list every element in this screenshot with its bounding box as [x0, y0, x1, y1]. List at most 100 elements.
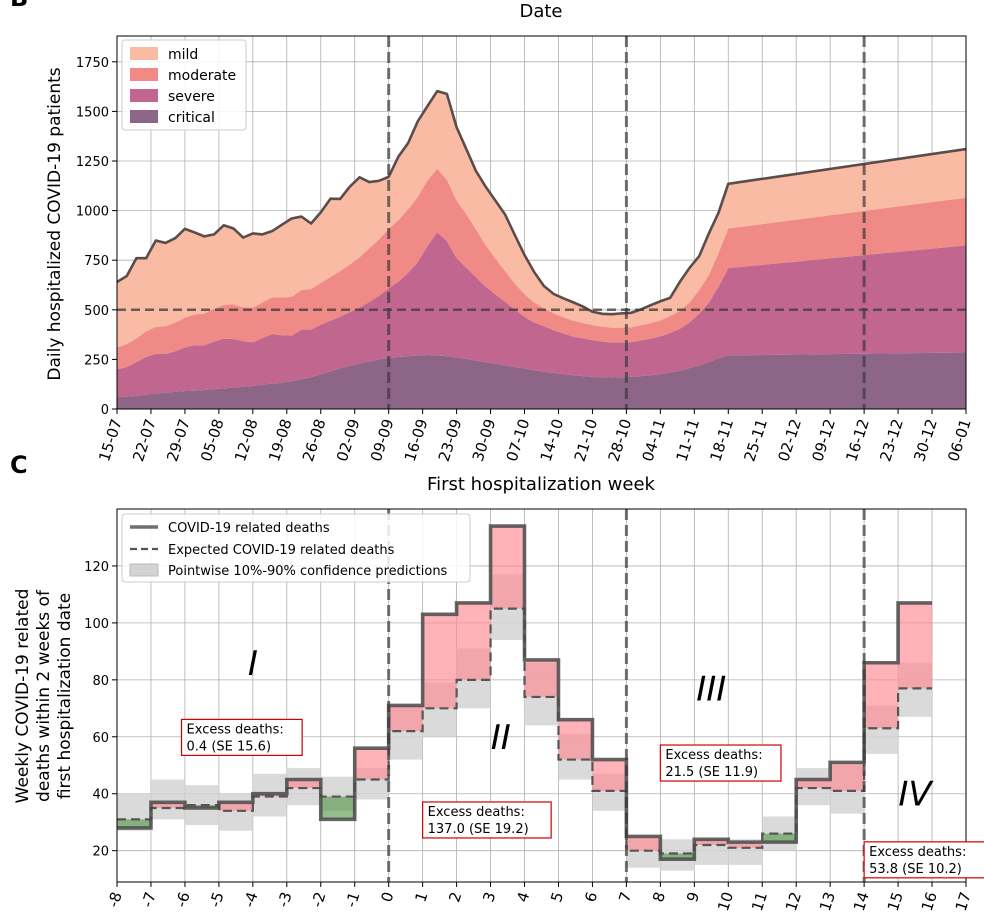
excess-deaths-box [180, 718, 303, 756]
y-tick-label: 750 [84, 254, 109, 269]
x-tick-label: 12-08 [231, 417, 262, 464]
x-tick-label: -1 [342, 890, 364, 910]
panel-b-legend-frame [121, 39, 247, 131]
x-tick-label: -5 [206, 890, 228, 910]
y-tick-label: 0 [101, 403, 109, 418]
x-tick-label: 14-10 [537, 417, 568, 464]
x-tick-label: 16-12 [842, 417, 873, 464]
excess-deaths-text: 21.5 (SE 11.9) [665, 765, 758, 780]
panel-c-y-axis-label: Weekly COVID-19 related deaths within 2 w… [13, 589, 75, 804]
x-tick-label: 11-11 [673, 417, 704, 464]
legend-swatch-mild [130, 47, 158, 60]
panel-b-y-axis-label: Daily hospitalized COVID-19 patients [45, 67, 65, 380]
x-tick-label: 16-09 [401, 417, 432, 464]
x-tick-label: 21-10 [571, 417, 602, 464]
x-tick-label: 4 [513, 890, 533, 905]
x-tick-label: 09-12 [808, 417, 839, 464]
excess-fill [218, 802, 253, 811]
panel-b-letter: B [10, 0, 28, 12]
x-tick-label: -2 [308, 890, 330, 910]
panel-c-legend: COVID-19 related deaths Expected COVID-19… [121, 513, 471, 583]
legend-label: Expected COVID-19 related deaths [168, 543, 395, 558]
y-tick-label: 1750 [76, 56, 109, 71]
y-tick-label: 1000 [76, 205, 109, 220]
x-tick-label: 30-12 [910, 417, 941, 464]
excess-fill [728, 842, 763, 848]
x-tick-label: 09-09 [367, 417, 398, 464]
excess-fill [490, 526, 525, 609]
area-moderate [117, 168, 966, 370]
excess-fill [456, 602, 491, 680]
y-tick-label: 500 [84, 304, 109, 319]
panel-c-y-label-line: deaths within 2 weeks of [34, 589, 54, 802]
x-tick-label: 8 [649, 890, 669, 905]
x-tick-label: -4 [240, 890, 262, 910]
excess-fill [388, 705, 423, 732]
excess-fill [694, 839, 729, 845]
x-tick-label: 05-08 [197, 417, 228, 464]
panel-c-top-label: First hospitalization week [427, 474, 655, 495]
ci-band [218, 793, 253, 831]
legend-swatch-ci [129, 563, 159, 577]
x-tick-label: -8 [104, 890, 126, 910]
y-tick-label: 1500 [76, 105, 109, 120]
x-tick-label: 28-10 [605, 417, 636, 464]
excess-fill [796, 779, 831, 789]
area-severe [117, 232, 966, 398]
x-tick-label: 22-07 [129, 417, 160, 464]
excess-deaths-box [863, 841, 984, 879]
x-tick-label: 10 [714, 890, 737, 914]
x-tick-label: 07-10 [503, 417, 534, 464]
total-line [116, 89, 967, 316]
excess-fill [354, 748, 389, 780]
x-tick-label: 17 [952, 890, 975, 914]
panel-c-y-label-line: Weekly COVID-19 related [13, 589, 33, 804]
x-tick-label: 06-01 [944, 417, 975, 464]
observed-deaths-line [117, 524, 933, 862]
x-tick-label: 15-07 [95, 417, 126, 464]
x-tick-label: 30-09 [469, 417, 500, 464]
panel-b-frame [116, 35, 967, 410]
y-tick-label: 100 [84, 617, 109, 632]
legend-label-moderate: moderate [168, 68, 236, 84]
excess-fill [286, 779, 321, 789]
panel-c: C First hospitalization week 20406080100… [10, 451, 984, 913]
x-tick-label: 6 [581, 890, 601, 905]
area-critical [117, 352, 966, 409]
excess-deaths-text: Excess deaths: [187, 722, 284, 737]
panel-c-frame [116, 508, 967, 883]
y-tick-label: 1250 [76, 155, 109, 170]
excess-deaths-text: 53.8 (SE 10.2) [869, 862, 962, 877]
x-tick-label: 3 [479, 890, 499, 905]
legend-swatch-severe [130, 89, 158, 102]
excess-fill [830, 762, 865, 791]
excess-fill [626, 836, 661, 851]
x-tick-label: 11 [748, 890, 771, 914]
x-tick-label: 1 [411, 890, 431, 905]
x-tick-label: 29-07 [163, 417, 194, 464]
panel-b-reference-lines [117, 36, 966, 409]
x-tick-label: 25-11 [740, 417, 771, 464]
legend-label-mild: mild [168, 47, 198, 63]
excess-fill [558, 719, 593, 760]
excess-fill [422, 614, 457, 709]
excess-fill [898, 602, 933, 689]
x-tick-label: 23-12 [876, 417, 907, 464]
x-tick-label: -3 [274, 890, 296, 910]
panel-c-letter: C [10, 451, 28, 479]
y-tick-label: 80 [92, 674, 109, 689]
excess-fill [150, 802, 185, 808]
panel-c-y-label-line: first hospitalization date [55, 593, 75, 799]
legend-label-severe: severe [168, 89, 215, 105]
x-tick-label: 5 [547, 890, 567, 905]
area-mild [117, 91, 966, 348]
excess-deaths-box [422, 801, 552, 839]
excess-fill [592, 759, 627, 791]
deficit-fill [117, 819, 151, 828]
y-tick-label: 40 [92, 788, 109, 803]
period-label: I [248, 644, 258, 684]
x-tick-label: 19-08 [265, 417, 296, 464]
x-tick-label: 02-09 [333, 417, 364, 464]
